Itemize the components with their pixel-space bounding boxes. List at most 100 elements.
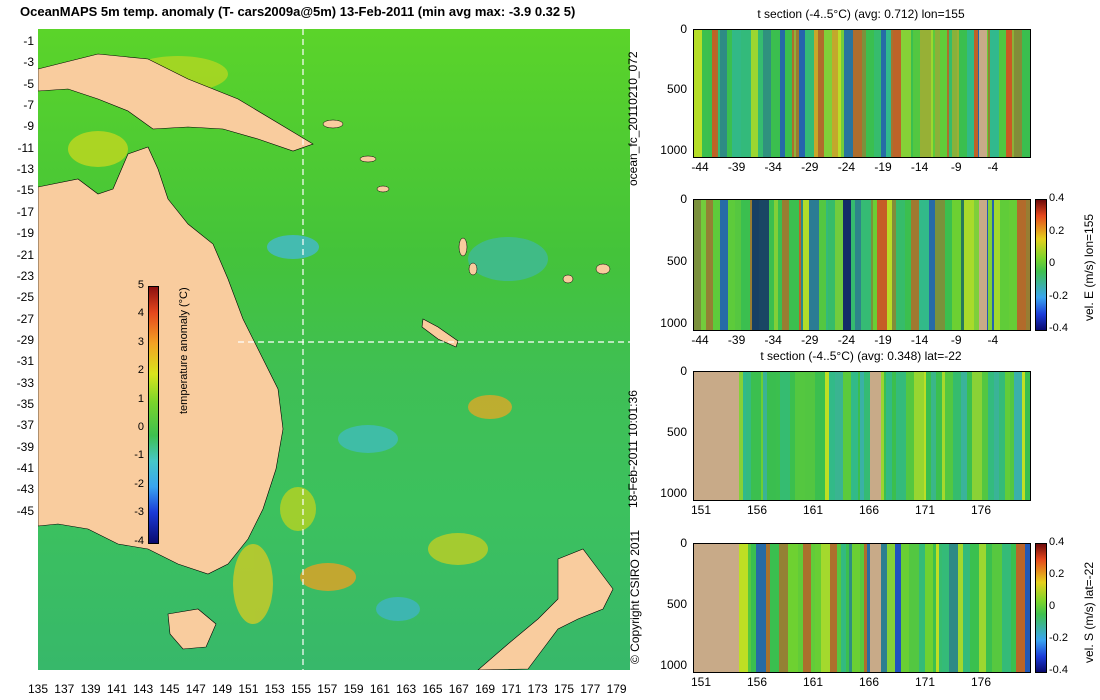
section-stripe	[911, 200, 919, 330]
velocity-colorbar-tick: 0.2	[1049, 568, 1065, 580]
section-stripe	[931, 30, 933, 157]
section-stripe	[826, 200, 828, 330]
section-stripe	[739, 544, 748, 672]
section-stripe	[905, 200, 911, 330]
velocity-colorbar-label: vel. E (m/s) lon=155	[1082, 213, 1096, 321]
velocity-colorbar-tick: 0.4	[1049, 536, 1065, 548]
map-y-tick-label: -3	[23, 55, 34, 70]
panel-y-tick-label: 0	[680, 364, 687, 378]
panel-x-tick-label: -39	[727, 160, 746, 174]
section-stripe	[866, 30, 874, 157]
section-stripe	[967, 372, 972, 500]
section-stripe	[751, 372, 761, 500]
section-stripe	[1006, 30, 1012, 157]
section-stripe	[716, 30, 718, 157]
velocity-colorbar	[1035, 543, 1047, 673]
panel-x-tick-label: 156	[746, 503, 768, 517]
map-y-tick-label: -5	[23, 76, 34, 91]
section-stripe	[741, 30, 751, 157]
section-panel-1[interactable]	[693, 29, 1031, 158]
section-stripe	[797, 200, 799, 330]
map-x-tick-label: 171	[501, 682, 522, 696]
section-stripe	[884, 372, 886, 500]
section-stripe	[933, 30, 935, 157]
velocity-colorbar-tick: 0.2	[1049, 224, 1065, 237]
map-y-tick-label: -13	[16, 162, 34, 177]
section-stripe	[853, 30, 862, 157]
section-stripe	[776, 372, 780, 500]
section-stripe	[963, 544, 970, 672]
map-x-tick-label: 173	[527, 682, 548, 696]
section-stripe	[925, 544, 933, 672]
temperature-anomaly-map[interactable]	[38, 29, 630, 670]
velocity-colorbar-tick: -0.2	[1049, 632, 1068, 644]
section-stripe	[1022, 30, 1030, 157]
colorbar-tick-label: 0	[137, 421, 144, 433]
land-mask	[979, 30, 987, 157]
section-stripe	[928, 30, 931, 157]
section-stripe	[999, 30, 1006, 157]
panel-x-tick-label: 151	[690, 675, 712, 689]
section-stripe	[837, 544, 841, 672]
section-stripe	[992, 544, 1002, 672]
section-stripe	[942, 544, 949, 672]
section-stripe	[895, 544, 901, 672]
section-stripe	[935, 30, 940, 157]
section-stripe	[940, 30, 947, 157]
warm-patch	[468, 395, 512, 419]
section-stripe	[785, 30, 792, 157]
section-graphics	[694, 372, 1030, 500]
section-stripe	[880, 372, 884, 500]
section-stripe	[986, 544, 989, 672]
map-x-tick-label: 169	[475, 682, 496, 696]
section-panel-4[interactable]	[693, 543, 1031, 673]
section-stripe	[828, 200, 835, 330]
velocity-colorbar-tick: -0.4	[1049, 664, 1068, 676]
section-stripe	[756, 544, 766, 672]
section-stripe	[838, 30, 841, 157]
map-x-tick-label: 153	[264, 682, 285, 696]
section-stripe	[896, 372, 906, 500]
section-stripe	[846, 544, 849, 672]
section-panel-3[interactable]	[693, 371, 1031, 501]
section-stripe	[835, 200, 843, 330]
section-stripe	[935, 200, 945, 330]
section-stripe	[1009, 200, 1015, 330]
section-stripe	[835, 372, 843, 500]
section-stripe	[945, 372, 953, 500]
panel-y-tick-label: 500	[666, 82, 687, 97]
panel-x-tick-label: -44	[691, 333, 709, 347]
section-stripe	[1026, 200, 1030, 330]
section-stripe	[862, 30, 866, 157]
section-stripe	[751, 544, 756, 672]
map-y-tick-label: -15	[16, 183, 34, 198]
panel-x-tick-label: -34	[764, 333, 782, 347]
section-stripe	[933, 544, 936, 672]
section-stripe	[958, 544, 963, 672]
section-stripe	[727, 30, 730, 157]
section-stripe	[818, 30, 824, 157]
section-stripe	[730, 30, 732, 157]
section-stripe	[718, 30, 720, 157]
section-stripe	[746, 372, 751, 500]
section-stripe	[763, 30, 771, 157]
map-y-tick-label: -21	[16, 247, 34, 262]
panel-x-tick-label: -34	[764, 160, 782, 174]
section-stripe	[792, 30, 794, 157]
section-panel-2[interactable]	[693, 199, 1031, 331]
section-panel-title: t section (-4..5°C) (avg: 0.712) lon=155	[757, 7, 965, 21]
velocity-colorbar-tick: 0	[1049, 257, 1056, 269]
colorbar-tick-label: 1	[137, 392, 144, 405]
section-stripe	[871, 200, 873, 330]
panel-y-tick-label: 1000	[660, 657, 687, 672]
section-stripe	[796, 30, 799, 157]
section-stripe	[886, 30, 891, 157]
panel-y-tick-label: 0	[680, 22, 687, 36]
section-stripe	[763, 372, 767, 500]
section-stripe	[988, 200, 992, 330]
section-stripe	[1015, 200, 1017, 330]
map-x-tick-label: 135	[27, 682, 49, 696]
section-stripe	[748, 544, 751, 672]
map-x-tick-label: 147	[185, 682, 206, 696]
section-stripe	[974, 30, 978, 157]
